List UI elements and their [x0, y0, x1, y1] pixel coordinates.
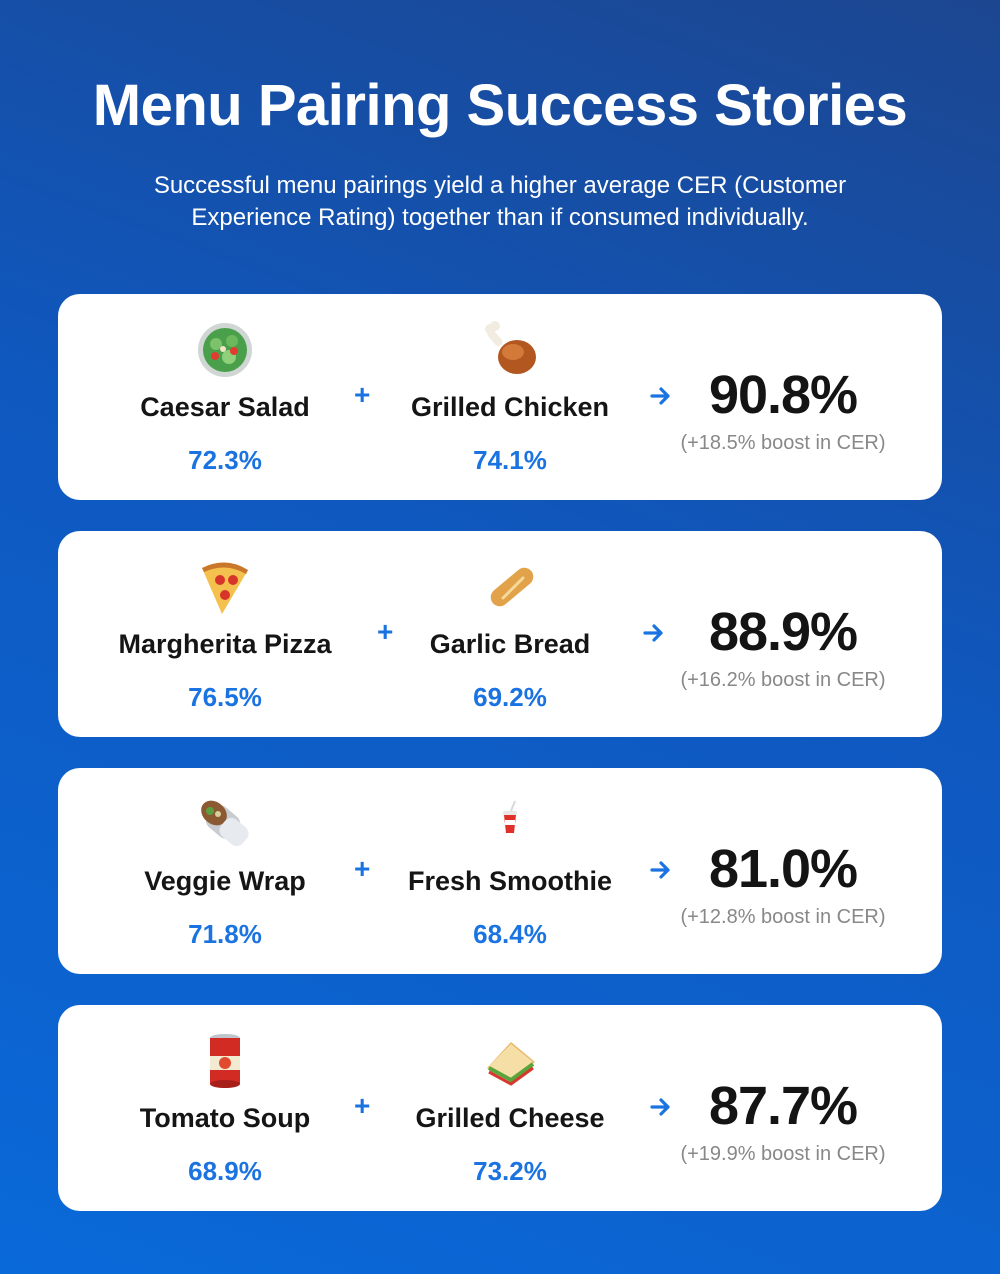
pairing-card: Caesar Salad 72.3% + Grilled Chicken 74.… — [58, 294, 942, 500]
sandwich-icon — [360, 1033, 660, 1089]
boost-label: (+19.9% boost in CER) — [680, 1143, 886, 1165]
pairing-card: Tomato Soup 68.9% + Grilled Cheese 73.2%… — [58, 1005, 942, 1211]
arrow-right-icon — [650, 1098, 670, 1116]
arrow-right-icon — [643, 624, 663, 642]
arrow-right-icon — [650, 861, 670, 879]
plus-icon: + — [354, 379, 371, 410]
boost-label: (+18.5% boost in CER) — [680, 432, 886, 454]
pairing-result: 88.9% (+16.2% boost in CER) — [658, 531, 908, 692]
pairing-result: 81.0% (+12.8% boost in CER) — [658, 768, 908, 929]
boost-label: (+12.8% boost in CER) — [680, 906, 886, 928]
combined-score: 88.9% — [708, 602, 858, 662]
pairing-item: Grilled Chicken 74.1% — [360, 321, 660, 476]
arrow-right-icon — [650, 387, 670, 405]
pairing-result: 87.7% (+19.9% boost in CER) — [658, 1005, 908, 1166]
pairing-result: 90.8% (+18.5% boost in CER) — [658, 294, 908, 455]
item-score: 71.8% — [188, 919, 262, 949]
item-name: Garlic Bread — [429, 629, 591, 659]
item-name: Grilled Chicken — [410, 392, 610, 422]
item-name: Fresh Smoothie — [407, 866, 613, 896]
item-score: 76.5% — [188, 682, 262, 712]
item-name: Veggie Wrap — [144, 866, 306, 896]
soup-can-icon — [75, 1033, 375, 1089]
item-name: Tomato Soup — [139, 1103, 311, 1133]
pairing-item: Caesar Salad 72.3% — [75, 322, 375, 476]
boost-label: (+16.2% boost in CER) — [680, 669, 886, 691]
bread-icon — [360, 559, 660, 615]
pairing-item: Grilled Cheese 73.2% — [360, 1033, 660, 1187]
page-subtitle: Successful menu pairings yield a higher … — [153, 172, 847, 231]
item-score: 73.2% — [473, 1156, 547, 1186]
pairing-card: Veggie Wrap 71.8% + Fresh Smoothie 68.4%… — [58, 768, 942, 974]
item-score: 72.3% — [188, 445, 262, 475]
chicken-leg-icon — [360, 321, 660, 378]
plus-icon: + — [377, 616, 394, 647]
item-score: 74.1% — [473, 445, 547, 475]
combined-score: 90.8% — [708, 365, 858, 425]
item-name: Margherita Pizza — [118, 629, 332, 659]
item-score: 69.2% — [473, 682, 547, 712]
item-name: Caesar Salad — [140, 392, 310, 422]
item-score: 68.9% — [188, 1156, 262, 1186]
item-score: 68.4% — [473, 919, 547, 949]
pizza-icon — [75, 559, 375, 615]
plus-icon: + — [354, 853, 371, 884]
wrap-icon — [75, 796, 375, 852]
pairing-item: Veggie Wrap 71.8% — [75, 796, 375, 950]
plus-icon: + — [354, 1090, 371, 1121]
page-title: Menu Pairing Success Stories — [92, 73, 908, 138]
pairing-item: Garlic Bread 69.2% — [360, 559, 660, 713]
cup-with-straw-icon — [360, 796, 660, 852]
combined-score: 87.7% — [708, 1076, 858, 1136]
pairing-item: Fresh Smoothie 68.4% — [360, 796, 660, 950]
salad-icon — [75, 322, 375, 378]
pairing-item: Tomato Soup 68.9% — [75, 1033, 375, 1187]
item-name: Grilled Cheese — [415, 1103, 605, 1133]
pairing-card: Margherita Pizza 76.5% + Garlic Bread 69… — [58, 531, 942, 737]
combined-score: 81.0% — [708, 839, 858, 899]
pairing-item: Margherita Pizza 76.5% — [75, 559, 375, 713]
